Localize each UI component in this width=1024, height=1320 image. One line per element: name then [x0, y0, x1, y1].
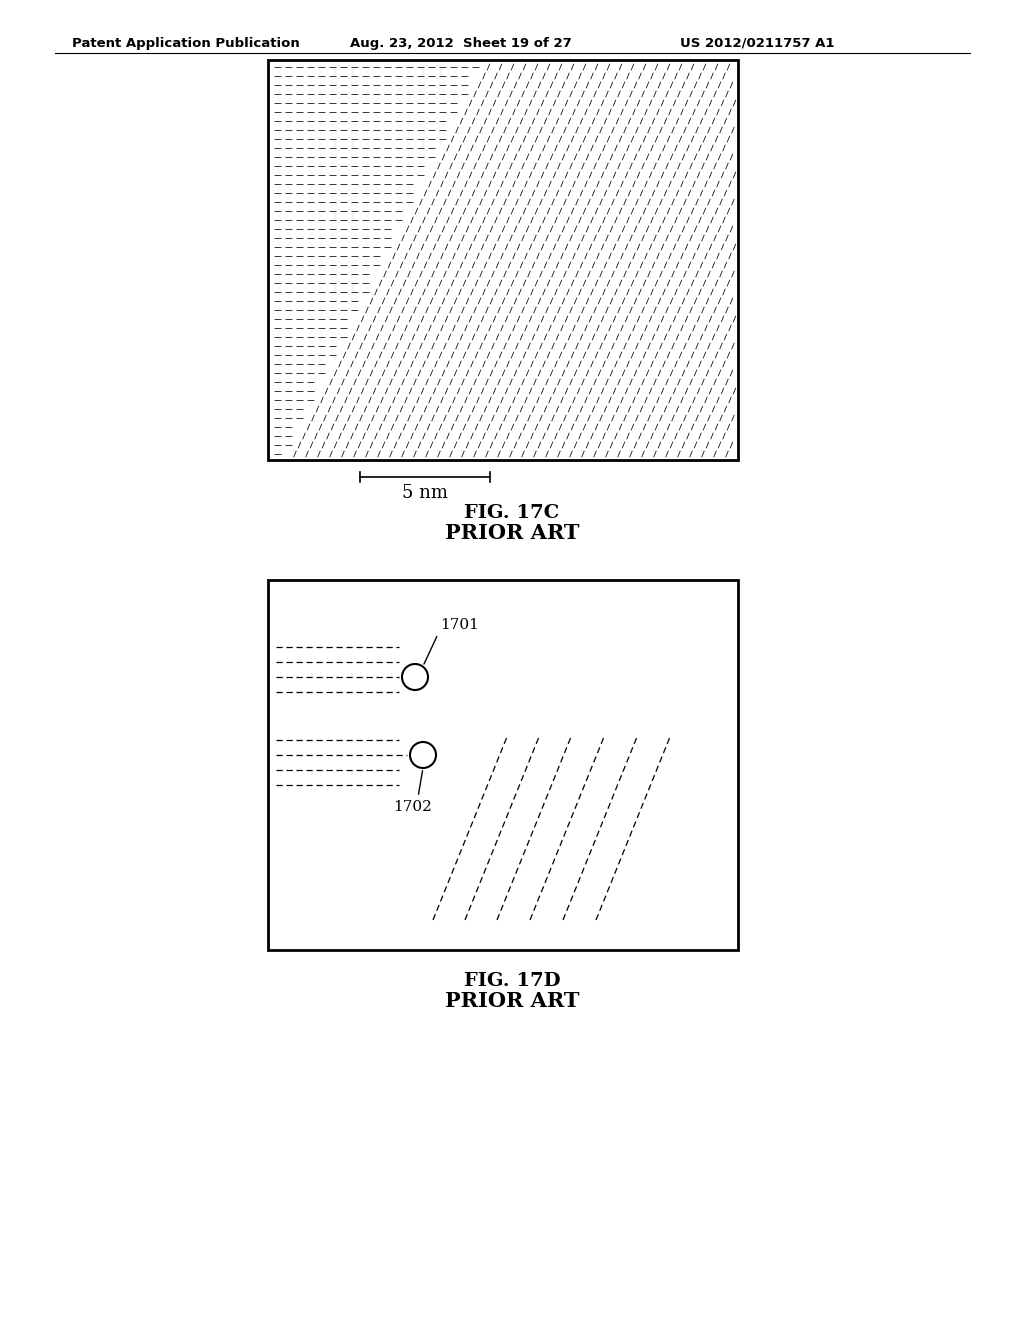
- Text: 1701: 1701: [440, 618, 479, 632]
- Text: 1702: 1702: [393, 800, 432, 814]
- Text: FIG. 17C: FIG. 17C: [464, 504, 560, 521]
- Bar: [268, 579, 738, 950]
- Text: US 2012/0211757 A1: US 2012/0211757 A1: [680, 37, 835, 50]
- Text: 5 nm: 5 nm: [402, 484, 449, 502]
- Text: PRIOR ART: PRIOR ART: [444, 523, 580, 543]
- Bar: [268, 59, 738, 459]
- Text: Aug. 23, 2012  Sheet 19 of 27: Aug. 23, 2012 Sheet 19 of 27: [350, 37, 571, 50]
- Text: FIG. 17D: FIG. 17D: [464, 972, 560, 990]
- Text: PRIOR ART: PRIOR ART: [444, 991, 580, 1011]
- Text: Patent Application Publication: Patent Application Publication: [72, 37, 300, 50]
